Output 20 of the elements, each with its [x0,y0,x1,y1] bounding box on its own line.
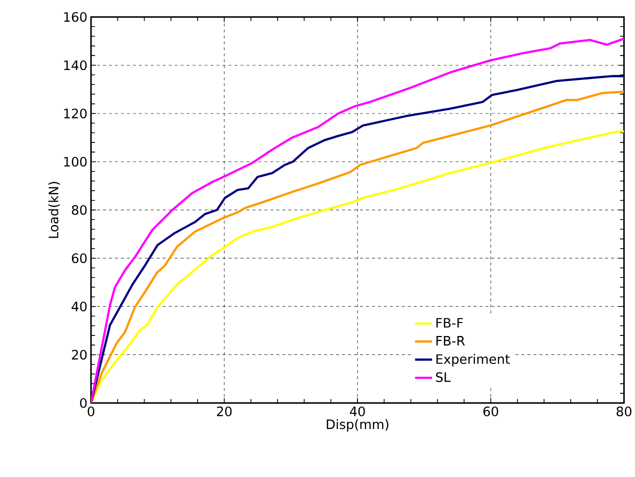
y-tick-label: 100 [64,156,87,167]
y-tick-label: 120 [64,108,87,118]
y-tick-label: 20 [72,350,87,360]
y-tick-label: 80 [72,205,87,215]
x-tick-label: 80 [616,406,632,416]
x-axis-title: Disp(mm) [326,419,388,432]
y-tick-label: 140 [64,60,87,70]
y-tick-label: 40 [72,302,87,312]
x-tick-label: 20 [216,406,232,416]
legend-label: FB-R [436,336,465,346]
y-tick-label: 60 [72,253,87,264]
y-tick-label: 0 [80,398,87,408]
y-tick-label: 160 [64,12,87,22]
legend-label: Experiment [436,354,510,366]
y-axis-title: Load(kN) [48,182,60,238]
x-tick-label: 60 [483,406,498,416]
x-tick-label: 0 [88,406,94,416]
legend-label: SL [436,372,451,382]
x-tick-label: 40 [350,406,365,416]
legend-label: FB-F [436,318,463,328]
